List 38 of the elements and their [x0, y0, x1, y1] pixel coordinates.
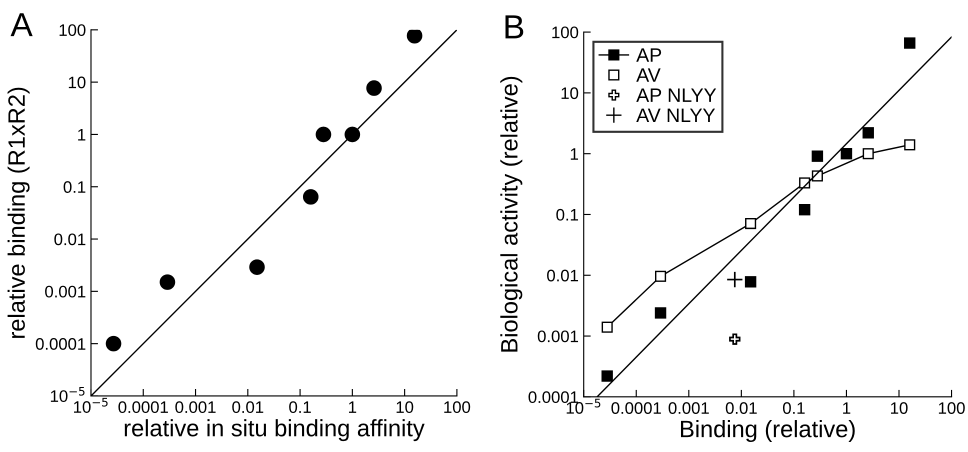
y-tick-label: 0.0001 [36, 338, 86, 350]
y-tick-label: 0.1 [556, 208, 578, 221]
x-tick-label: 100 [938, 402, 965, 414]
y-tick-label: 0.001 [45, 286, 86, 298]
x-tick-label: 0.0001 [611, 402, 661, 414]
x-tick-label: 0.001 [175, 401, 216, 414]
legend-label: AV [636, 68, 661, 82]
x-tick-label: 10 [396, 401, 414, 414]
legend-label: AP NLYY [636, 88, 716, 102]
x-tick-label: 0.0001 [118, 401, 168, 414]
x-tick-label: 0.1 [289, 401, 311, 414]
y-tick-label: 0.01 [54, 233, 86, 246]
y-tick-label: 1 [78, 129, 86, 140]
y-tick-label: 10 [562, 87, 578, 100]
chart-title: B [506, 15, 524, 38]
x-tick-label: 1 [348, 401, 356, 413]
x-tick-label: 0.01 [232, 401, 264, 414]
x-tick-label: 10 [891, 402, 908, 414]
y-tick-label: 10$^{−5}$ [50, 386, 85, 402]
y-axis-title: Biological activity (relative) [500, 76, 522, 352]
x-tick-label: 100 [444, 401, 470, 414]
chart-title: A [10, 13, 33, 36]
y-tick-label: 0.001 [538, 330, 578, 342]
legend-label: AV NLYY [636, 108, 716, 122]
y-tick-label: 0.1 [64, 181, 86, 193]
y-tick-label: 1 [570, 148, 578, 160]
x-axis-title: relative in situ binding affinity [124, 419, 425, 442]
x-tick-label: 0.01 [726, 402, 757, 414]
y-tick-label: 10 [68, 76, 86, 88]
y-tick-label: 100 [60, 24, 86, 36]
x-tick-label: 0.001 [668, 402, 709, 414]
y-axis-title: relative binding (R1xR2) [8, 88, 30, 338]
x-axis-title: Binding (relative) [680, 420, 855, 442]
y-tick-label: 0.01 [547, 270, 578, 282]
x-tick-label: 0.1 [782, 402, 805, 414]
y-tick-label: 100 [552, 26, 578, 38]
x-tick-label: 1 [843, 402, 850, 414]
legend-label: AP [636, 48, 662, 62]
